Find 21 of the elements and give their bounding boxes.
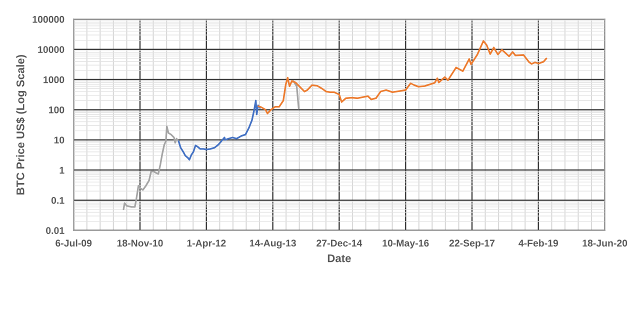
x-axis-title: Date (328, 254, 351, 262)
x-tick-label: 14-Aug-13 (250, 240, 296, 248)
x-tick-label: 10-May-16 (382, 240, 429, 248)
x-tick-label: 4-Feb-19 (518, 239, 558, 247)
y-tick-label: 10000 (38, 46, 64, 53)
y-tick-label: 1 (60, 166, 64, 174)
y-tick-label: 0.1 (51, 196, 64, 204)
x-tick-label: 1-Apr-12 (187, 240, 226, 248)
x-tick-label: 18-Nov-10 (117, 240, 163, 247)
x-tick-label: 18-Jun-20 (582, 240, 628, 247)
y-tick-label: 100 (48, 106, 64, 114)
x-tick-label: 6-Jul-09 (56, 239, 92, 247)
y-tick-label: 1000 (44, 76, 64, 84)
x-tick-label: 22-Sep-17 (449, 240, 495, 248)
line-series (178, 100, 261, 161)
y-tick-label: 10 (54, 136, 64, 144)
x-tick-label: 27-Dec-14 (316, 240, 362, 247)
y-tick-label: 0.01 (46, 227, 64, 234)
line-series (258, 40, 548, 114)
y-tick-label: 100000 (32, 16, 64, 23)
y-axis-title: BTC Price US$ (Log Scale) (16, 54, 27, 194)
